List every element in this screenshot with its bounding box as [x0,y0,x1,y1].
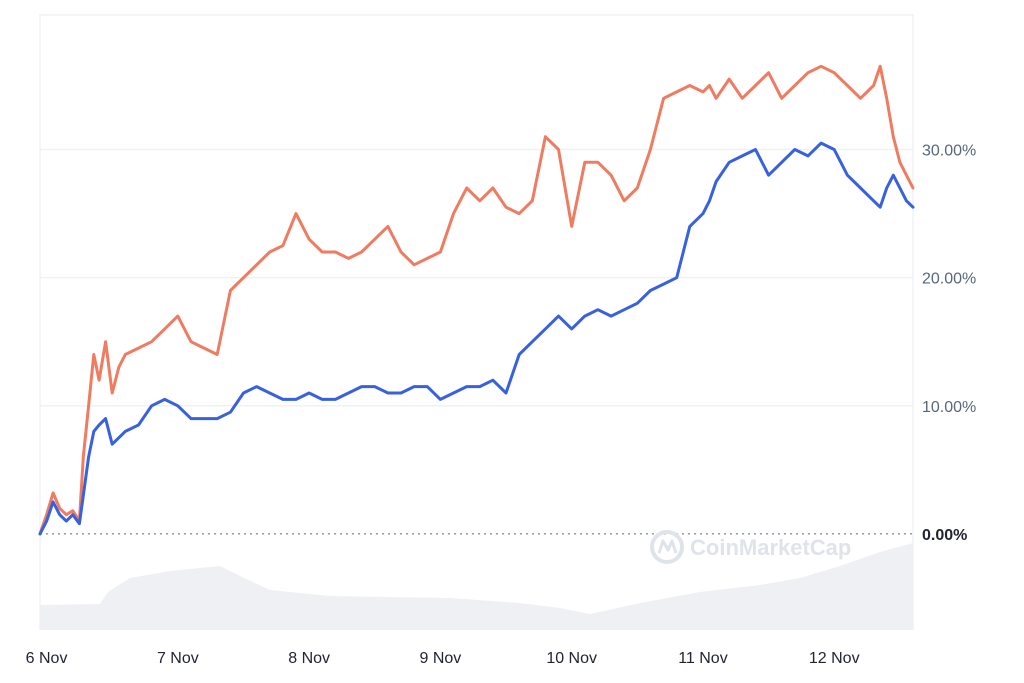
volume-layer [40,543,913,630]
y-tick-label: 30.00% [922,143,976,160]
y-tick-label: 20.00% [922,271,976,288]
x-tick-label: 9 Nov [420,650,462,667]
coinmarketcap-watermark: CoinMarketCap [650,530,851,564]
series-line-2 [38,141,915,536]
x-tick-label: 6 Nov [26,650,68,667]
series-layer [38,64,915,536]
watermark-text: CoinMarketCap [690,535,851,560]
y-tick-label: 0.00% [922,527,967,544]
x-tick-label: 12 Nov [809,650,860,667]
plot-frame [39,14,914,630]
x-axis: 6 Nov 7 Nov 8 Nov 9 Nov 10 Nov 11 Nov 12 Nov [26,650,860,667]
volume-area [40,543,913,630]
x-tick-label: 8 Nov [288,650,330,667]
x-tick-label: 10 Nov [546,650,597,667]
coinmarketcap-logo-icon [650,530,684,564]
series-line-1 [38,64,915,536]
grid-layer [39,14,914,630]
y-axis: 0.00% 10.00% 20.00% 30.00% [922,143,976,544]
x-tick-label: 11 Nov [678,650,728,667]
x-tick-label: 7 Nov [157,650,199,667]
y-tick-label: 10.00% [922,399,976,416]
